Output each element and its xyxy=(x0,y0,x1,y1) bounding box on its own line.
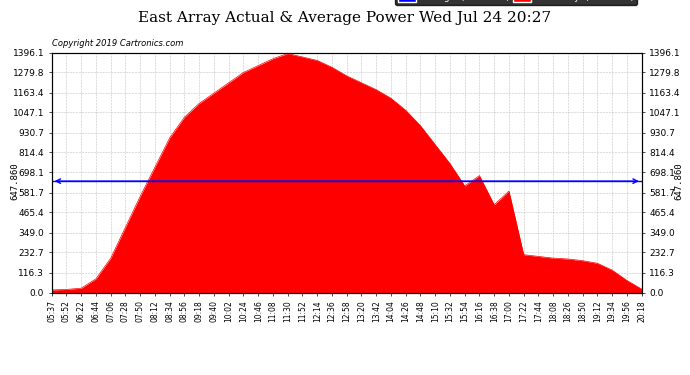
Legend: Average  (DC Watts), East Array  (DC Watts): Average (DC Watts), East Array (DC Watts… xyxy=(395,0,637,5)
Text: East Array Actual & Average Power Wed Jul 24 20:27: East Array Actual & Average Power Wed Ju… xyxy=(139,11,551,25)
Text: 647.860: 647.860 xyxy=(10,162,19,200)
Text: 647.860: 647.860 xyxy=(674,162,683,200)
Text: Copyright 2019 Cartronics.com: Copyright 2019 Cartronics.com xyxy=(52,39,183,48)
